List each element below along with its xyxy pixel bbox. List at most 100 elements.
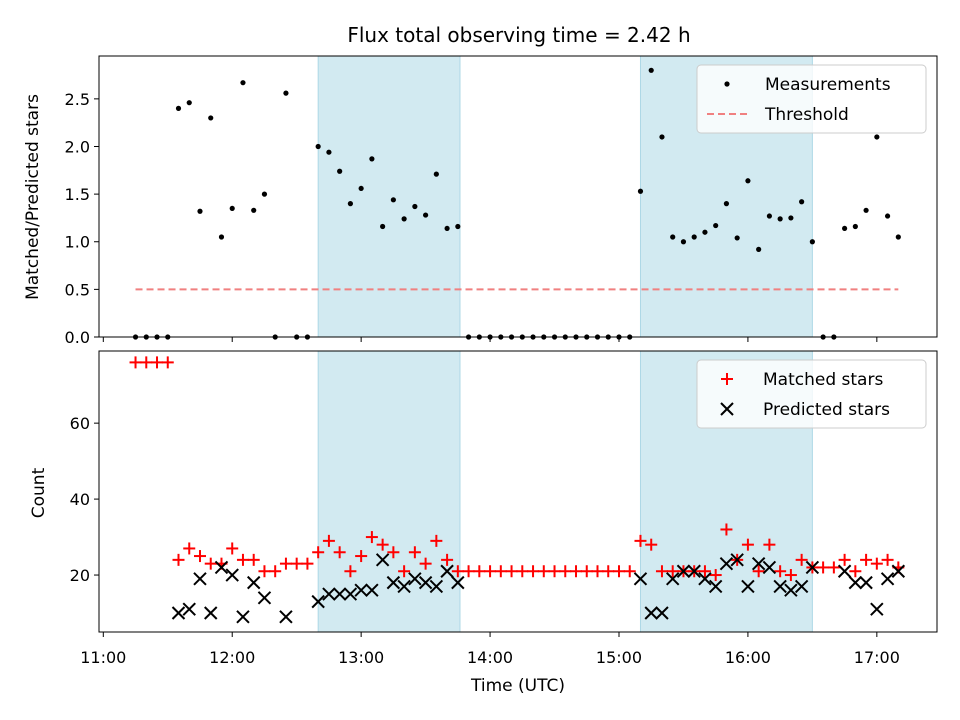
matched-star-point	[752, 565, 765, 578]
matched-star-point	[140, 356, 153, 369]
predicted-star-point	[204, 606, 218, 620]
predicted-star-point	[837, 564, 852, 578]
predicted-star-point	[880, 572, 895, 586]
predicted-star-point	[741, 579, 755, 594]
matched-star-point	[258, 565, 271, 578]
measurement-point	[852, 223, 858, 230]
predicted-star-point	[257, 591, 272, 605]
measurement-point	[433, 171, 439, 177]
top-legend: Measurements Threshold	[696, 64, 927, 134]
x-axis-label: Time (UTC)	[470, 676, 565, 696]
matched-star-point	[462, 565, 475, 578]
predicted-star-point	[870, 602, 884, 616]
x-tick-label: 16:00	[725, 648, 771, 667]
predicted-star-point	[214, 560, 229, 575]
measurement-point	[208, 115, 214, 121]
predicted-star-point	[687, 564, 701, 578]
x-tick-label: 15:00	[596, 648, 642, 667]
measurement-point	[251, 207, 257, 213]
top-panel: 0.0 0.5 1.0 1.5 2.0 2.5 Matched/Predicted sta…	[23, 55, 938, 347]
bottom-plot-frame	[98, 350, 938, 633]
predicted-star-point	[644, 606, 658, 620]
matched-star-point	[784, 569, 797, 582]
predicted-star-point	[408, 572, 422, 586]
bottom-x-axis-ticks: 11:00 12:00 13:00 14:00 15:00 16:00 17:00	[80, 632, 900, 667]
measurement-point	[401, 216, 407, 222]
measurement-point	[745, 178, 751, 184]
matched-star-point	[580, 565, 593, 578]
measurement-point	[680, 239, 687, 245]
matched-star-point	[881, 553, 894, 566]
x-tick-label: 17:00	[854, 648, 900, 667]
top-y-tick-label: 0.0	[65, 328, 90, 347]
measurement-point	[229, 205, 235, 212]
measurement-point	[723, 201, 730, 207]
measurement-point	[777, 216, 783, 222]
matched-star-point	[698, 565, 711, 578]
matched-star-point	[355, 550, 368, 563]
top-y-tick-label: 1.5	[65, 185, 90, 204]
measurement-point	[799, 199, 805, 205]
matched-star-point	[838, 553, 851, 566]
measurement-point	[197, 208, 203, 214]
measurement-point	[315, 143, 321, 150]
measurement-point	[337, 168, 343, 174]
measurement-point	[659, 134, 665, 140]
top-y-tick-label: 2.5	[65, 90, 90, 109]
legend-threshold-label: Threshold	[764, 105, 849, 125]
matched-star-point	[333, 546, 346, 559]
predicted-star-point	[311, 594, 325, 609]
predicted-star-point	[655, 606, 669, 620]
predicted-star-point	[666, 572, 680, 586]
matched-star-point	[172, 553, 185, 566]
measurement-point	[648, 67, 654, 73]
measurement-point	[874, 134, 880, 140]
measurement-point	[637, 188, 644, 194]
matched-star-point	[398, 565, 411, 578]
matched-star-point	[451, 565, 464, 578]
matched-star-point	[247, 553, 260, 566]
bottom-y-axis-ticks: 20 40 60	[70, 414, 99, 585]
measurement-point	[734, 235, 740, 241]
measurement-point	[175, 105, 182, 111]
predicted-star-point	[891, 564, 906, 578]
bottom-y-tick-label: 20	[70, 566, 90, 585]
predicted-star-point	[171, 606, 186, 620]
matched-star-point	[709, 569, 722, 582]
matched-star-point	[827, 561, 840, 574]
legend-measurements-marker	[724, 81, 730, 87]
matched-star-point	[763, 538, 776, 551]
matched-star-point	[226, 542, 239, 555]
top-y-tick-label: 2.0	[65, 137, 90, 156]
predicted-star-point	[762, 560, 777, 575]
measurement-point	[380, 223, 386, 230]
measurement-point	[809, 239, 815, 245]
measurement-point	[326, 149, 332, 155]
x-tick-label: 14:00	[467, 648, 513, 667]
measurement-point	[347, 201, 353, 207]
matched-star-point	[591, 565, 604, 578]
matched-star-point	[870, 557, 883, 570]
predicted-star-point	[375, 553, 390, 567]
matched-star-point	[129, 356, 142, 369]
matched-star-point	[408, 546, 421, 559]
predicted-star-point	[784, 583, 798, 597]
x-tick-label: 13:00	[338, 648, 384, 667]
measurement-point	[670, 234, 676, 240]
predicted-star-point	[805, 560, 820, 575]
legend-predicted-label: Predicted stars	[763, 400, 890, 420]
matched-star-point	[473, 565, 486, 578]
legend-predicted-marker	[720, 402, 734, 416]
predicted-star-point	[386, 575, 401, 590]
matched-star-point	[365, 531, 378, 544]
measurement-point	[713, 222, 719, 229]
top-shaded-interval-0	[317, 55, 461, 338]
matched-star-point	[527, 565, 540, 578]
predicted-star-point	[719, 556, 734, 571]
matched-star-point	[387, 546, 400, 559]
matched-star-point	[612, 565, 625, 578]
legend-matched-label: Matched stars	[763, 370, 883, 390]
matched-star-point	[559, 565, 572, 578]
matched-star-point	[151, 356, 164, 369]
